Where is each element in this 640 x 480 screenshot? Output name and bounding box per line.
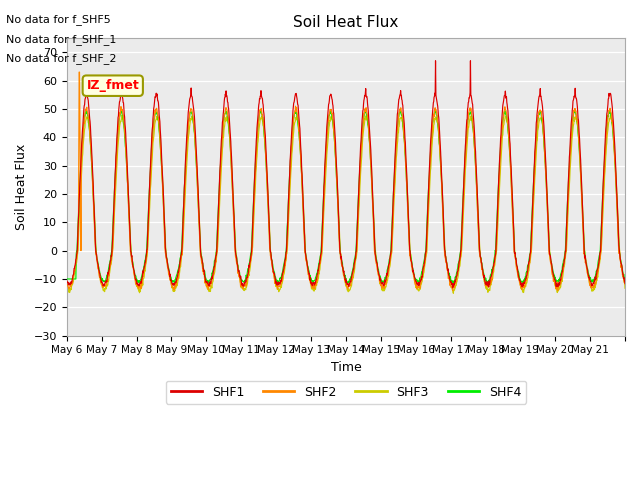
Text: No data for f_SHF_2: No data for f_SHF_2 xyxy=(6,53,117,64)
Text: No data for f_SHF_1: No data for f_SHF_1 xyxy=(6,34,116,45)
Text: IZ_fmet: IZ_fmet xyxy=(86,79,139,92)
X-axis label: Time: Time xyxy=(330,361,361,374)
Title: Soil Heat Flux: Soil Heat Flux xyxy=(293,15,399,30)
Text: No data for f_SHF5: No data for f_SHF5 xyxy=(6,14,111,25)
Legend: SHF1, SHF2, SHF3, SHF4: SHF1, SHF2, SHF3, SHF4 xyxy=(166,381,526,404)
Y-axis label: Soil Heat Flux: Soil Heat Flux xyxy=(15,144,28,230)
